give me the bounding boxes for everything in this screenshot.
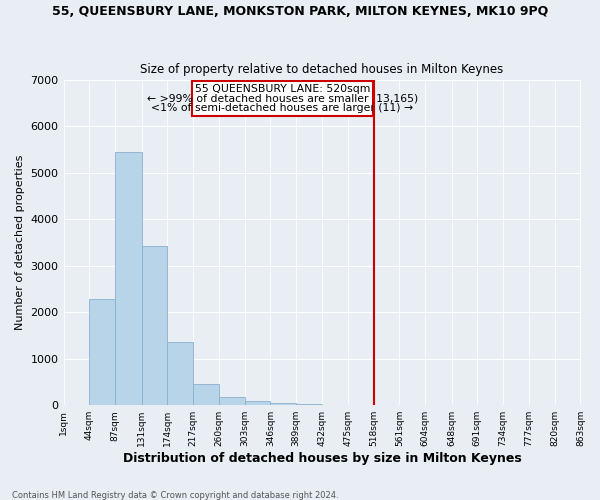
- Y-axis label: Number of detached properties: Number of detached properties: [15, 155, 25, 330]
- Bar: [271, 403, 296, 405]
- Text: 55 QUEENSBURY LANE: 520sqm: 55 QUEENSBURY LANE: 520sqm: [195, 84, 370, 94]
- Title: Size of property relative to detached houses in Milton Keynes: Size of property relative to detached ho…: [140, 63, 503, 76]
- Bar: [89, 300, 115, 405]
- Bar: [142, 246, 167, 405]
- Bar: [115, 152, 142, 405]
- X-axis label: Distribution of detached houses by size in Milton Keynes: Distribution of detached houses by size …: [122, 452, 521, 465]
- Bar: [192, 81, 373, 116]
- Text: Contains HM Land Registry data © Crown copyright and database right 2024.: Contains HM Land Registry data © Crown c…: [12, 490, 338, 500]
- Bar: [245, 402, 271, 405]
- Bar: [296, 404, 322, 405]
- Bar: [193, 384, 219, 405]
- Bar: [219, 398, 245, 405]
- Text: 55, QUEENSBURY LANE, MONKSTON PARK, MILTON KEYNES, MK10 9PQ: 55, QUEENSBURY LANE, MONKSTON PARK, MILT…: [52, 5, 548, 18]
- Bar: [167, 342, 193, 405]
- Text: ← >99% of detached houses are smaller (13,165): ← >99% of detached houses are smaller (1…: [147, 94, 418, 104]
- Text: <1% of semi-detached houses are larger (11) →: <1% of semi-detached houses are larger (…: [151, 103, 413, 113]
